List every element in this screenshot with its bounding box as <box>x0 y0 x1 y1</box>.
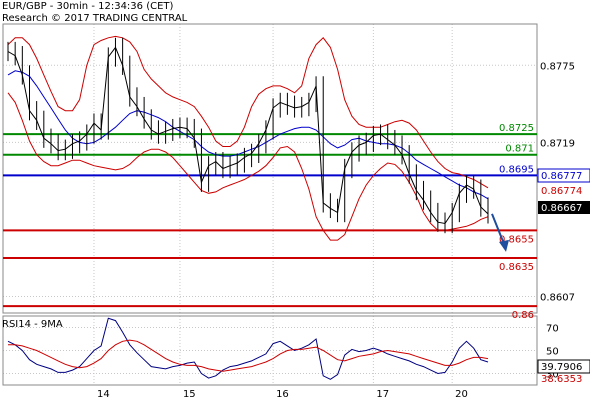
level-label-pivot: 0.8695 <box>499 164 534 175</box>
price-tick-label: 0.8719 <box>540 138 575 149</box>
level-label-resistance: 0.8725 <box>499 123 534 134</box>
chart-header-title: EUR/GBP - 30min - 12:34:36 (CET) <box>2 1 174 12</box>
price-tag-ma: 0.86777 <box>541 171 582 182</box>
rsi-line <box>7 317 489 380</box>
level-label-resistance: 0.871 <box>505 144 534 155</box>
bollinger-lower-line <box>7 92 489 241</box>
rsi-panel-frame <box>2 315 538 386</box>
rsi-tag-value-box <box>537 359 590 374</box>
price-panel-frame <box>2 23 538 314</box>
price-tag-last-box <box>538 201 590 214</box>
level-label-support: 0.8655 <box>499 234 534 245</box>
rsi-tick-label: 30 <box>546 370 559 381</box>
price-close-line <box>7 46 489 225</box>
level-label-support: 0.8635 <box>499 262 534 273</box>
rsi-tick-label: 50 <box>546 347 559 358</box>
price-tag-ma-box <box>537 168 590 183</box>
grid-lines <box>3 24 537 385</box>
chart-header-copyright: Research © 2017 TRADING CENTRAL <box>2 13 188 24</box>
x-tick-label: 17 <box>376 389 389 400</box>
x-tick-label: 14 <box>97 389 110 400</box>
x-tick-label: 20 <box>455 389 468 400</box>
level-label-support: 0.86 <box>512 310 534 321</box>
price-tag-band: 0.86774 <box>541 186 582 197</box>
moving-average <box>7 70 489 200</box>
bollinger-bands <box>7 35 489 241</box>
plot-frames <box>2 23 538 386</box>
bollinger-upper-line <box>7 35 489 189</box>
forecast-arrow <box>491 213 509 252</box>
price-tag-last: 0.86667 <box>541 203 582 214</box>
x-tick-label: 16 <box>276 389 289 400</box>
price-tick-label: 0.8775 <box>540 61 575 72</box>
moving-average-line <box>7 70 489 200</box>
rsi-panel <box>7 317 489 380</box>
rsi-label: RSI14 - 9MA <box>2 319 63 330</box>
rsi-tick-label: 70 <box>546 324 559 335</box>
x-tick-label: 15 <box>183 389 196 400</box>
price-bars <box>7 37 489 234</box>
rsi-ma-line <box>8 339 489 372</box>
price-tick-label: 0.8607 <box>540 292 575 303</box>
axis-labels: 14 15 16 17 20 0.8775 0.8719 0.8607 70 50 30 <box>97 61 575 400</box>
rsi-tag-ma: 38.6353 <box>541 374 582 385</box>
forecast-arrow-head <box>499 239 509 252</box>
horizontal-levels: 0.8725 0.871 0.8695 0.8655 0.8635 0.86 <box>3 123 537 321</box>
forecast-arrow-shaft <box>491 213 505 245</box>
rsi-tag-value: 39.7906 <box>541 362 582 373</box>
